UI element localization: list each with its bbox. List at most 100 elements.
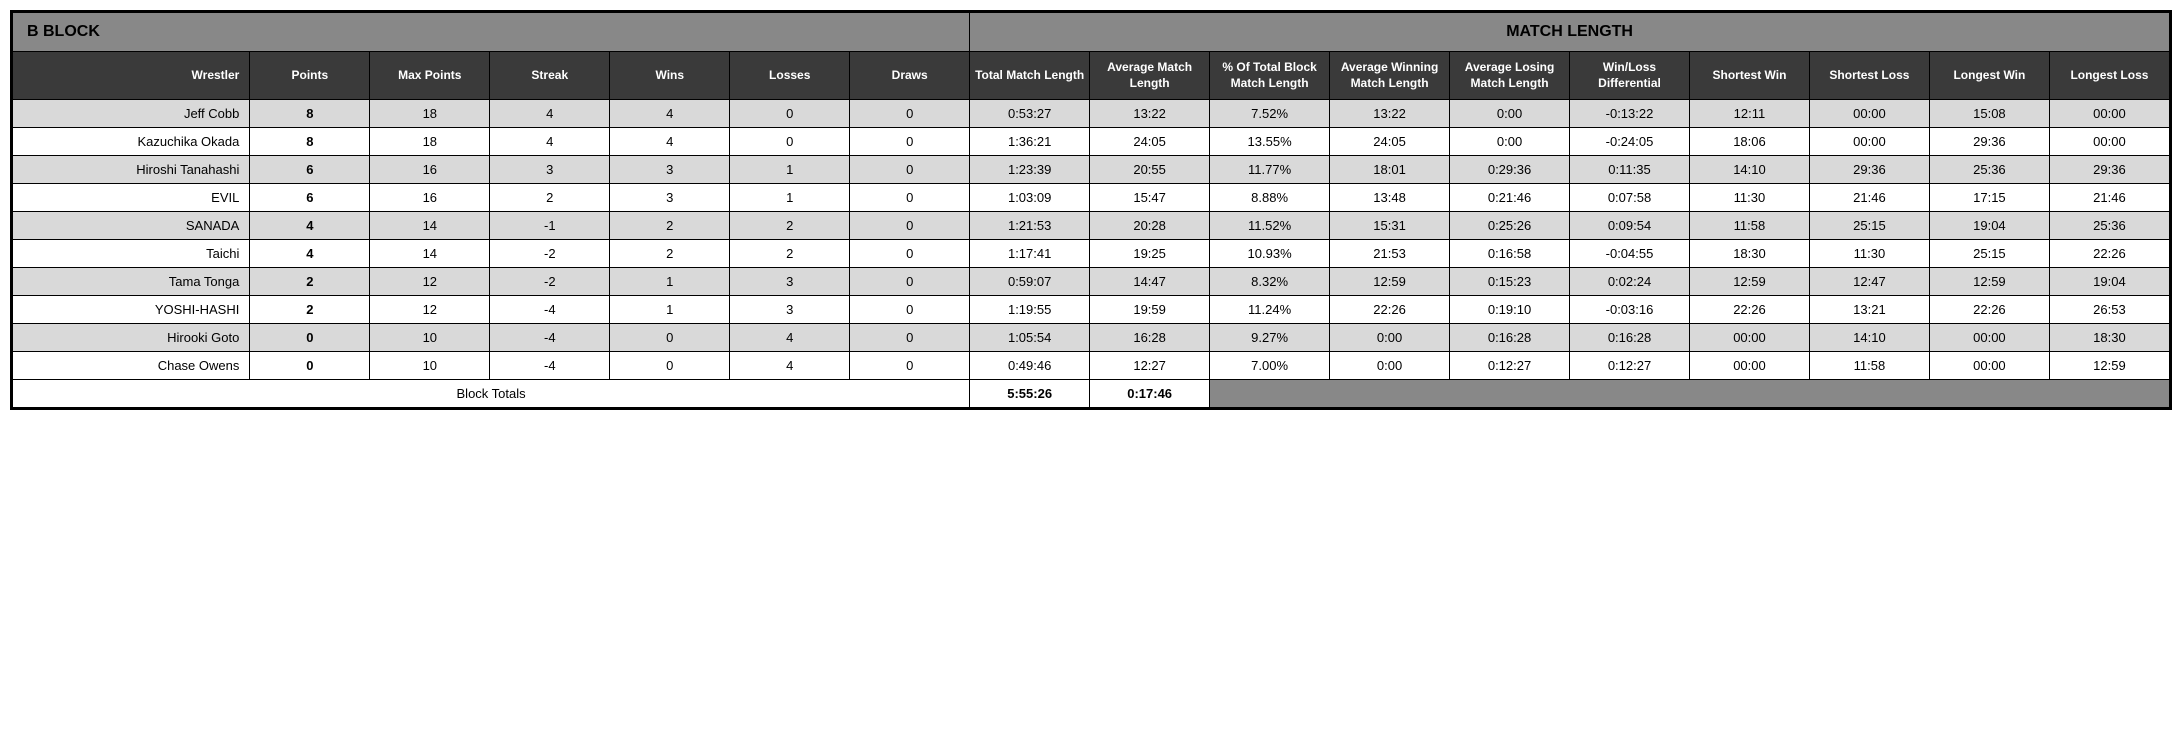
cell-points: 6 [250,184,370,212]
cell-streak: -4 [490,324,610,352]
col-max-points: Max Points [370,52,490,100]
cell-points: 2 [250,296,370,324]
col-longest-loss: Longest Loss [2049,52,2169,100]
cell-total: 1:36:21 [970,128,1090,156]
cell-losses: 0 [730,128,850,156]
table-body: Jeff Cobb81844000:53:2713:227.52%13:220:… [13,100,2170,380]
cell-total: 1:21:53 [970,212,1090,240]
cell-lW: 25:36 [1929,156,2049,184]
cell-diff: 0:09:54 [1570,212,1690,240]
cell-lW: 29:36 [1929,128,2049,156]
cell-max: 12 [370,268,490,296]
cell-sL: 11:58 [1809,352,1929,380]
totals-avg: 0:17:46 [1090,380,1210,408]
table-row: Kazuchika Okada81844001:36:2124:0513.55%… [13,128,2170,156]
cell-max: 14 [370,240,490,268]
cell-lL: 22:26 [2049,240,2169,268]
cell-avgW: 22:26 [1330,296,1450,324]
cell-sL: 00:00 [1809,128,1929,156]
cell-draws: 0 [850,296,970,324]
cell-avg: 13:22 [1090,100,1210,128]
cell-avg: 24:05 [1090,128,1210,156]
cell-draws: 0 [850,268,970,296]
cell-lL: 19:04 [2049,268,2169,296]
cell-lL: 00:00 [2049,128,2169,156]
cell-draws: 0 [850,100,970,128]
totals-empty [1210,380,2170,408]
cell-diff: 0:02:24 [1570,268,1690,296]
cell-avgW: 0:00 [1330,352,1450,380]
cell-sW: 18:06 [1689,128,1809,156]
col-wrestler: Wrestler [13,52,250,100]
cell-avgW: 13:22 [1330,100,1450,128]
block-title: B BLOCK [13,13,970,52]
cell-sW: 18:30 [1689,240,1809,268]
col-avg-loss-length: Average Losing Match Length [1450,52,1570,100]
cell-avgW: 24:05 [1330,128,1450,156]
col-total-length: Total Match Length [970,52,1090,100]
cell-total: 0:49:46 [970,352,1090,380]
cell-max: 14 [370,212,490,240]
table-row: Jeff Cobb81844000:53:2713:227.52%13:220:… [13,100,2170,128]
cell-avgL: 0:12:27 [1450,352,1570,380]
totals-label: Block Totals [13,380,970,408]
cell-avg: 16:28 [1090,324,1210,352]
col-avg-win-length: Average Winning Match Length [1330,52,1450,100]
cell-wrestler: YOSHI-HASHI [13,296,250,324]
cell-max: 16 [370,156,490,184]
cell-avg: 19:59 [1090,296,1210,324]
table-row: Tama Tonga212-21300:59:0714:478.32%12:59… [13,268,2170,296]
cell-losses: 0 [730,100,850,128]
cell-points: 0 [250,324,370,352]
table-row: Taichi414-22201:17:4119:2510.93%21:530:1… [13,240,2170,268]
cell-wins: 0 [610,324,730,352]
cell-avg: 19:25 [1090,240,1210,268]
cell-wrestler: SANADA [13,212,250,240]
cell-sW: 11:58 [1689,212,1809,240]
cell-avgL: 0:16:28 [1450,324,1570,352]
cell-lL: 29:36 [2049,156,2169,184]
cell-wins: 3 [610,184,730,212]
cell-sW: 22:26 [1689,296,1809,324]
cell-wrestler: Hirooki Goto [13,324,250,352]
cell-points: 2 [250,268,370,296]
cell-diff: 0:11:35 [1570,156,1690,184]
col-pct-block: % Of Total Block Match Length [1210,52,1330,100]
cell-total: 1:03:09 [970,184,1090,212]
cell-sW: 11:30 [1689,184,1809,212]
cell-losses: 2 [730,212,850,240]
cell-max: 10 [370,352,490,380]
cell-max: 18 [370,100,490,128]
cell-points: 6 [250,156,370,184]
cell-wins: 3 [610,156,730,184]
cell-pct: 10.93% [1210,240,1330,268]
cell-points: 0 [250,352,370,380]
cell-pct: 9.27% [1210,324,1330,352]
cell-losses: 4 [730,324,850,352]
cell-sW: 00:00 [1689,352,1809,380]
cell-sL: 29:36 [1809,156,1929,184]
table-row: Chase Owens010-40400:49:4612:277.00%0:00… [13,352,2170,380]
cell-avgL: 0:16:58 [1450,240,1570,268]
cell-wrestler: Chase Owens [13,352,250,380]
col-losses: Losses [730,52,850,100]
cell-lW: 12:59 [1929,268,2049,296]
cell-avgW: 15:31 [1330,212,1450,240]
cell-avgL: 0:21:46 [1450,184,1570,212]
table-row: Hiroshi Tanahashi61633101:23:3920:5511.7… [13,156,2170,184]
cell-diff: 0:16:28 [1570,324,1690,352]
cell-avgW: 13:48 [1330,184,1450,212]
cell-max: 16 [370,184,490,212]
cell-total: 1:17:41 [970,240,1090,268]
cell-diff: 0:07:58 [1570,184,1690,212]
cell-sW: 00:00 [1689,324,1809,352]
cell-wrestler: Hiroshi Tanahashi [13,156,250,184]
cell-total: 1:05:54 [970,324,1090,352]
cell-avgW: 21:53 [1330,240,1450,268]
cell-avgW: 12:59 [1330,268,1450,296]
cell-avgL: 0:00 [1450,128,1570,156]
cell-wrestler: Tama Tonga [13,268,250,296]
cell-avgL: 0:29:36 [1450,156,1570,184]
cell-draws: 0 [850,324,970,352]
cell-streak: -1 [490,212,610,240]
